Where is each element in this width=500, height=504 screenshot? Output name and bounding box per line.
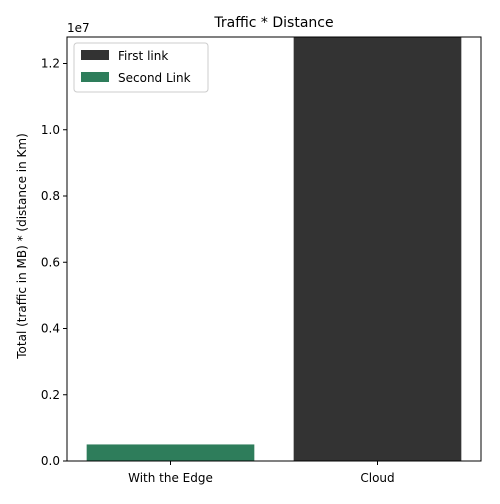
y-tick-label: 0.6 [41,255,60,269]
bar-first-link-cloud [294,37,462,461]
legend-label-first-link: First link [118,49,168,63]
y-tick-label: 0.4 [41,322,60,336]
y-axis-label: Total (traffic in MB) * (distance in Km) [15,133,29,360]
legend-swatch-second-link [81,72,109,82]
legend-swatch-first-link [81,50,109,60]
y-tick-label: 0.2 [41,388,60,402]
legend-label-second-link: Second Link [118,71,191,85]
y-tick-label: 0.0 [41,454,60,468]
bar-second-link-with-the-edge [87,444,255,461]
y-tick-label: 1.0 [41,123,60,137]
y-tick-label: 0.8 [41,189,60,203]
x-tick-label-with-the-edge: With the Edge [128,471,213,485]
y-tick-label: 1.2 [41,57,60,71]
legend: First link Second Link [74,43,208,92]
y-axis-offset-label: 1e7 [67,21,90,35]
chart-title: Traffic * Distance [213,15,333,31]
x-tick-label-cloud: Cloud [360,471,394,485]
